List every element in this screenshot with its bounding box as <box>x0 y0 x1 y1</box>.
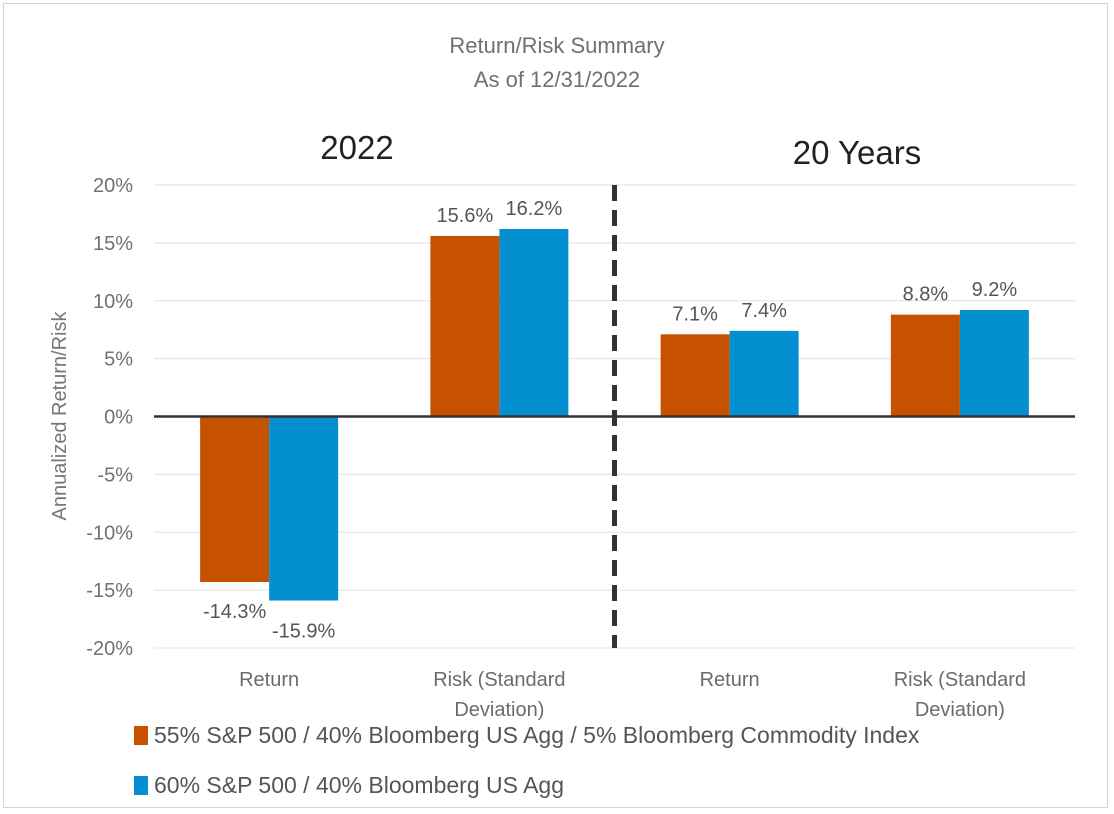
bar-series-1 <box>890 314 960 417</box>
data-label-series-2: -15.9% <box>272 621 336 643</box>
data-label-series-1: 8.8% <box>903 284 949 306</box>
bar-series-2 <box>499 228 569 417</box>
category-label: Return <box>700 669 760 691</box>
panel-label-2022: 2022 <box>320 129 393 166</box>
bar-series-1 <box>430 235 500 417</box>
chart-title: Return/Risk Summary <box>449 33 664 58</box>
data-label-series-2: 16.2% <box>506 198 563 220</box>
legend-item-series-1: 55% S&P 500 / 40% Bloomberg US Agg / 5% … <box>134 722 919 749</box>
legend-label-series-2: 60% S&P 500 / 40% Bloomberg US Agg <box>154 772 565 798</box>
data-label-series-2: 7.4% <box>741 300 787 322</box>
category-label: Risk (Standard <box>894 669 1026 691</box>
category-label: Risk (Standard <box>433 669 565 691</box>
y-tick-label: 15% <box>93 233 133 255</box>
data-label-series-1: 15.6% <box>437 205 494 227</box>
bar-series-2 <box>269 416 339 601</box>
y-axis-label: Annualized Return/Risk <box>49 311 71 521</box>
data-label-series-1: 7.1% <box>672 303 718 325</box>
bar-series-2 <box>959 310 1029 417</box>
category-label: Deviation) <box>454 699 544 721</box>
y-tick-label: -20% <box>86 638 133 660</box>
chart-subtitle: As of 12/31/2022 <box>474 67 640 92</box>
legend-swatch-series-1 <box>134 726 148 745</box>
y-tick-label: -10% <box>86 522 133 544</box>
bars-layer <box>154 185 1075 648</box>
bar-series-1 <box>660 334 730 417</box>
category-label: Return <box>239 669 299 691</box>
data-label-series-2: 9.2% <box>972 279 1018 301</box>
bar-series-2 <box>729 330 799 417</box>
y-tick-label: 10% <box>93 291 133 313</box>
y-tick-label: -15% <box>86 580 133 602</box>
y-tick-label: 0% <box>104 407 133 429</box>
category-label: Deviation) <box>915 699 1005 721</box>
data-label-series-1: -14.3% <box>203 601 267 623</box>
y-tick-label: 5% <box>104 349 133 371</box>
legend-swatch-series-2 <box>134 776 148 795</box>
legend-label-series-1: 55% S&P 500 / 40% Bloomberg US Agg / 5% … <box>154 722 920 748</box>
y-tick-label: 20% <box>93 175 133 197</box>
y-tick-label: -5% <box>97 464 133 486</box>
labels-layer: 20% 15% 10% 5% 0% -5% -10% -15% -20% -14.3% 15.6% 7… <box>86 175 1026 721</box>
bar-series-1 <box>200 416 270 583</box>
legend-item-series-2: 60% S&P 500 / 40% Bloomberg US Agg <box>134 772 564 799</box>
panel-label-20-years: 20 Years <box>793 134 921 171</box>
